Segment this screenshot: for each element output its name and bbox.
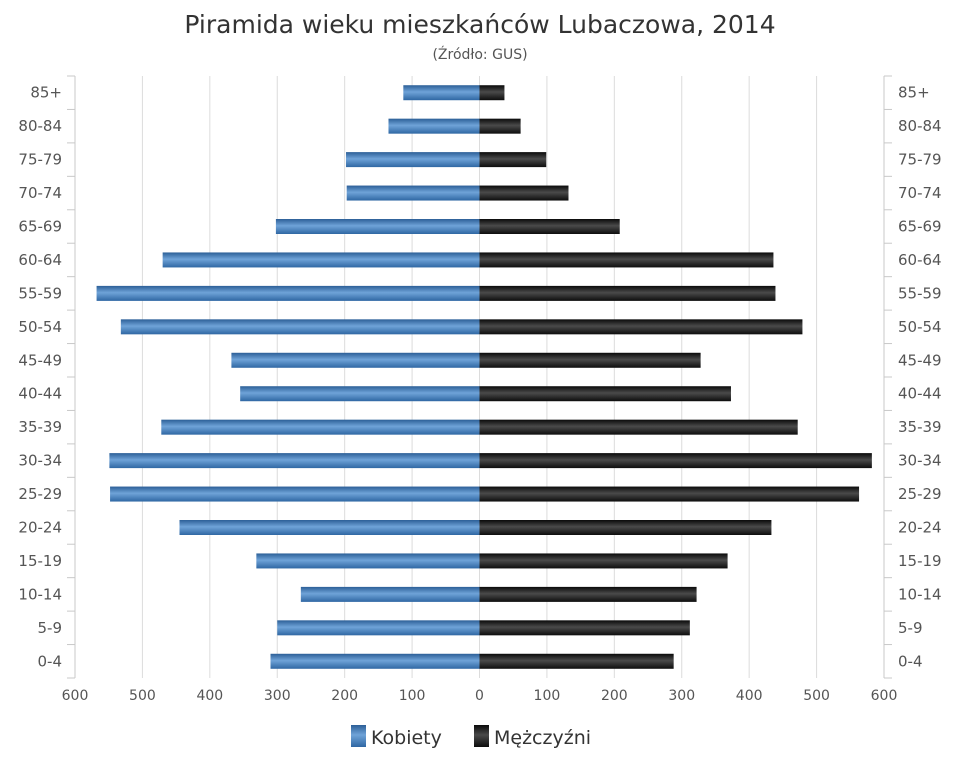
bar-kobiety[interactable] xyxy=(256,553,480,569)
category-label-right: 35-39 xyxy=(898,418,942,436)
category-label-right: 5-9 xyxy=(898,619,923,637)
x-tick-label: 100 xyxy=(534,688,561,704)
bar-kobiety[interactable] xyxy=(270,653,480,669)
legend-label-mezczyzni[interactable]: Mężczyźni xyxy=(494,727,591,749)
legend[interactable]: Kobiety Mężczyźni xyxy=(351,725,591,749)
category-label-right: 75-79 xyxy=(898,151,942,169)
category-label-right: 30-34 xyxy=(898,452,942,470)
category-label-right: 80-84 xyxy=(898,117,942,135)
category-label-left: 70-74 xyxy=(18,184,62,202)
category-label-left: 65-69 xyxy=(18,218,62,236)
category-label-left: 5-9 xyxy=(38,619,63,637)
legend-swatch-mezczyzni[interactable] xyxy=(474,725,489,747)
category-label-right: 40-44 xyxy=(898,385,942,403)
bar-mezczyzni[interactable] xyxy=(479,419,798,435)
bar-kobiety[interactable] xyxy=(403,85,480,101)
category-label-left: 20-24 xyxy=(18,519,62,537)
bar-mezczyzni[interactable] xyxy=(479,152,547,168)
x-tick-label: 400 xyxy=(196,688,223,704)
bar-kobiety[interactable] xyxy=(388,118,480,134)
x-tick-label: 500 xyxy=(803,688,830,704)
grid-lines xyxy=(67,75,892,679)
category-label-right: 0-4 xyxy=(898,652,923,670)
bar-mezczyzni[interactable] xyxy=(479,386,731,402)
bar-mezczyzni[interactable] xyxy=(479,352,701,368)
x-tick-label: 100 xyxy=(399,688,426,704)
x-axis: 600 500 400 300 200 100 0 100 200 300 400 500 600 xyxy=(62,688,898,704)
x-tick-label: 0 xyxy=(475,688,484,704)
bar-kobiety[interactable] xyxy=(120,319,480,335)
category-labels: 85+ 85+ 80-84 80-84 75-79 75-79 70-74 70-74 65-6… xyxy=(18,84,941,671)
category-label-right: 70-74 xyxy=(898,184,942,202)
bar-mezczyzni[interactable] xyxy=(479,252,774,268)
category-label-left: 80-84 xyxy=(18,117,62,135)
category-label-right: 50-54 xyxy=(898,318,942,336)
category-label-left: 40-44 xyxy=(18,385,62,403)
bar-mezczyzni[interactable] xyxy=(479,453,872,469)
category-label-left: 30-34 xyxy=(18,452,62,470)
bar-mezczyzni[interactable] xyxy=(479,486,860,502)
category-label-right: 45-49 xyxy=(898,351,942,369)
bar-mezczyzni[interactable] xyxy=(479,586,697,602)
x-tick-label: 300 xyxy=(668,688,695,704)
bar-kobiety[interactable] xyxy=(346,185,480,201)
bar-kobiety[interactable] xyxy=(96,285,480,301)
x-tick-label: 400 xyxy=(736,688,763,704)
x-tick-label: 500 xyxy=(129,688,156,704)
category-label-left: 85+ xyxy=(30,84,62,102)
category-label-left: 55-59 xyxy=(18,284,62,302)
bar-mezczyzni[interactable] xyxy=(479,520,772,535)
bar-kobiety[interactable] xyxy=(109,453,480,469)
x-tick-label: 300 xyxy=(264,688,291,704)
x-tick-label: 600 xyxy=(62,688,89,704)
bar-mezczyzni[interactable] xyxy=(479,219,620,234)
category-label-left: 0-4 xyxy=(38,652,63,670)
bar-kobiety[interactable] xyxy=(240,386,480,402)
category-label-left: 75-79 xyxy=(18,151,62,169)
bar-mezczyzni[interactable] xyxy=(479,85,505,101)
bars xyxy=(96,85,872,669)
bar-mezczyzni[interactable] xyxy=(479,553,728,569)
chart-title: Piramida wieku mieszkańców Lubaczowa, 20… xyxy=(184,10,775,39)
bar-kobiety[interactable] xyxy=(231,352,480,368)
bar-mezczyzni[interactable] xyxy=(479,653,674,669)
category-label-right: 60-64 xyxy=(898,251,942,269)
bar-kobiety[interactable] xyxy=(162,252,480,268)
category-label-right: 85+ xyxy=(898,84,930,102)
legend-swatch-kobiety[interactable] xyxy=(351,725,366,747)
chart-subtitle: (Źródło: GUS) xyxy=(432,45,527,63)
bar-kobiety[interactable] xyxy=(110,486,480,502)
bar-mezczyzni[interactable] xyxy=(479,620,690,636)
bar-kobiety[interactable] xyxy=(161,419,480,435)
bar-mezczyzni[interactable] xyxy=(479,185,569,201)
x-tick-label: 200 xyxy=(601,688,628,704)
category-label-right: 55-59 xyxy=(898,284,942,302)
category-label-left: 50-54 xyxy=(18,318,62,336)
legend-label-kobiety[interactable]: Kobiety xyxy=(371,727,442,749)
category-label-left: 10-14 xyxy=(18,585,62,603)
category-label-left: 45-49 xyxy=(18,351,62,369)
bar-mezczyzni[interactable] xyxy=(479,118,521,134)
x-tick-label: 200 xyxy=(331,688,358,704)
bar-kobiety[interactable] xyxy=(179,520,480,535)
bar-mezczyzni[interactable] xyxy=(479,285,776,301)
category-label-right: 20-24 xyxy=(898,519,942,537)
bar-kobiety[interactable] xyxy=(275,219,480,234)
category-label-left: 25-29 xyxy=(18,485,62,503)
x-tick-label: 600 xyxy=(871,688,898,704)
category-label-right: 15-19 xyxy=(898,552,942,570)
bar-kobiety[interactable] xyxy=(277,620,480,636)
category-label-left: 15-19 xyxy=(18,552,62,570)
bar-kobiety[interactable] xyxy=(300,586,480,602)
bar-kobiety[interactable] xyxy=(346,152,480,168)
bar-mezczyzni[interactable] xyxy=(479,319,803,335)
category-label-right: 25-29 xyxy=(898,485,942,503)
category-label-right: 10-14 xyxy=(898,585,942,603)
category-label-left: 35-39 xyxy=(18,418,62,436)
category-label-left: 60-64 xyxy=(18,251,62,269)
category-label-right: 65-69 xyxy=(898,218,942,236)
